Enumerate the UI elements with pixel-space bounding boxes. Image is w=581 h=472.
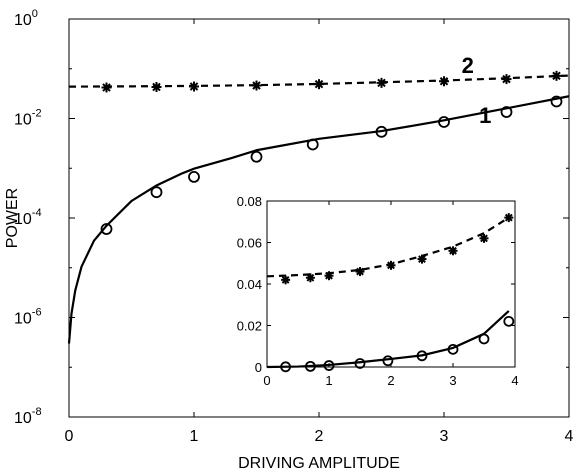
inset-circle-marker [323,360,335,371]
inset-circle-marker [416,350,428,362]
main-asterisk-marker-core [154,84,159,90]
inset-x-tick-label: 1 [325,373,332,388]
inset-asterisk-marker [281,275,291,285]
main-asterisk-marker [151,81,162,92]
x-tick-label: 4 [565,428,574,445]
inset-asterisk-marker [479,233,489,243]
main-asterisk-marker-core [254,83,259,88]
main-circle-marker [306,138,319,151]
inset-asterisk-marker-core [283,277,288,282]
main-circle-marker [438,116,450,128]
inset-asterisk-marker-core [326,273,332,278]
x-tick-label: 2 [315,428,324,445]
inset-circle-marker [447,343,459,355]
inset-asterisk-marker [417,254,427,264]
inset-asterisk-marker-core [388,263,394,268]
inset-x-tick-label: 0 [263,373,270,388]
inset-asterisk-marker-core [357,269,363,274]
inset-y-tick-label: 0.06 [237,236,262,251]
inset-circle-marker [382,355,394,367]
main-asterisk-marker [551,70,562,81]
inset-asterisk-marker-core [481,236,487,241]
curve-label: 1 [479,103,491,128]
main-asterisk-marker-core [504,76,509,82]
inset-plot: 0 1 2 3 4 0 0.02 0.04 0.06 0.08 [223,191,527,393]
inset-x-tick-label: 3 [449,373,456,388]
x-tick-label: 3 [440,428,449,445]
main-asterisk-marker-core [441,79,447,84]
main-asterisk-marker [439,76,449,87]
x-axis-label: DRIVING AMPLITUDE [238,455,400,472]
inset-asterisk-marker [305,273,315,283]
inset-asterisk-marker-core [450,248,456,253]
main-circle-marker [500,106,513,118]
y-axis-label: POWER [4,188,21,248]
inset-circle-marker [280,361,292,373]
inset-x-tick-label: 4 [511,373,518,388]
inset-circle-marker [478,333,490,345]
y-tick-label: 10-2 [14,108,42,129]
inset-asterisk-marker [448,246,458,256]
main-asterisk-marker-core [379,80,384,86]
main-asterisk-marker [376,77,387,88]
inset-asterisk-marker-core [506,215,511,220]
inset-asterisk-marker [355,267,365,277]
main-asterisk-marker [501,74,512,85]
main-asterisk-marker [251,80,262,91]
main-asterisk-marker-core [104,85,109,90]
main-asterisk-marker [101,82,112,93]
main-asterisk-marker [314,79,324,90]
curve-label: 2 [462,53,474,78]
main-circle-marker [375,125,388,138]
y-tick-label: 10-8 [14,406,42,427]
main-asterisk-marker [189,81,199,92]
inset-asterisk-marker-core [308,275,313,280]
main-asterisk-marker-core [316,81,322,87]
inset-series-line-1 [266,310,510,369]
inset-asterisk-marker [504,213,514,223]
main-circle-marker [188,171,200,183]
main-asterisk-marker-core [554,73,559,79]
inset-asterisk-marker [386,260,396,270]
main-circle-marker [150,186,163,199]
inset-circle-marker [503,315,515,327]
y-tick-label: 100 [14,8,38,29]
y-tick-label: 10-6 [14,307,42,328]
inset-asterisk-marker-core [419,257,425,262]
inset-circle-marker [304,360,316,372]
main-circle-marker [550,95,563,108]
main-circle-marker [100,223,113,235]
inset-circle-marker [354,358,366,369]
y-tick-label: 10-4 [14,207,42,228]
main-series-line-1 [67,95,570,344]
main-circle-marker [250,150,263,163]
x-tick-label: 0 [65,428,74,445]
inset-y-tick-label: 0 [255,360,262,375]
inset-x-tick-label: 2 [387,373,394,388]
inset-y-tick-label: 0.04 [237,277,262,292]
inset-background [223,191,527,393]
x-tick-label: 1 [190,428,199,445]
inset-y-tick-label: 0.08 [237,194,262,209]
inset-asterisk-marker [324,271,334,281]
main-asterisk-marker-core [191,84,197,89]
inset-y-tick-label: 0.02 [237,319,262,334]
